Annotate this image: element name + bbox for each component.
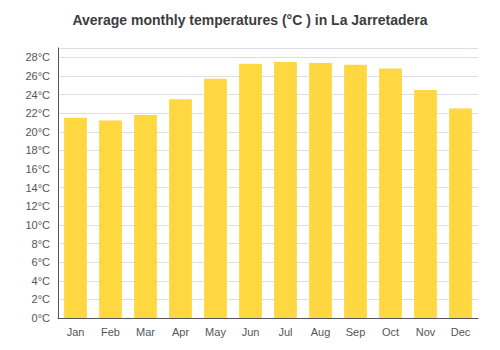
svg-text:Sep: Sep xyxy=(346,326,366,338)
svg-text:Jun: Jun xyxy=(242,326,260,338)
svg-text:Jul: Jul xyxy=(278,326,292,338)
svg-text:Mar: Mar xyxy=(136,326,155,338)
svg-text:May: May xyxy=(205,326,226,338)
svg-text:28°C: 28°C xyxy=(25,51,50,63)
svg-text:Oct: Oct xyxy=(382,326,399,338)
svg-text:10°C: 10°C xyxy=(25,219,50,231)
svg-text:14°C: 14°C xyxy=(25,182,50,194)
svg-text:Jan: Jan xyxy=(67,326,85,338)
svg-text:20°C: 20°C xyxy=(25,126,50,138)
svg-text:12°C: 12°C xyxy=(25,200,50,212)
svg-text:Dec: Dec xyxy=(451,326,471,338)
svg-text:Aug: Aug xyxy=(311,326,331,338)
svg-text:6°C: 6°C xyxy=(32,256,51,268)
svg-text:Average monthly temperatures (: Average monthly temperatures (°C ) in La… xyxy=(72,12,427,28)
svg-text:26°C: 26°C xyxy=(25,70,50,82)
svg-text:18°C: 18°C xyxy=(25,144,50,156)
svg-text:22°C: 22°C xyxy=(25,107,50,119)
svg-text:24°C: 24°C xyxy=(25,89,50,101)
svg-text:2°C: 2°C xyxy=(32,293,51,305)
svg-text:4°C: 4°C xyxy=(32,275,51,287)
svg-text:8°C: 8°C xyxy=(32,238,51,250)
svg-text:Feb: Feb xyxy=(101,326,120,338)
svg-text:0°C: 0°C xyxy=(32,312,51,324)
svg-text:16°C: 16°C xyxy=(25,163,50,175)
svg-text:Nov: Nov xyxy=(416,326,436,338)
svg-text:Apr: Apr xyxy=(172,326,189,338)
